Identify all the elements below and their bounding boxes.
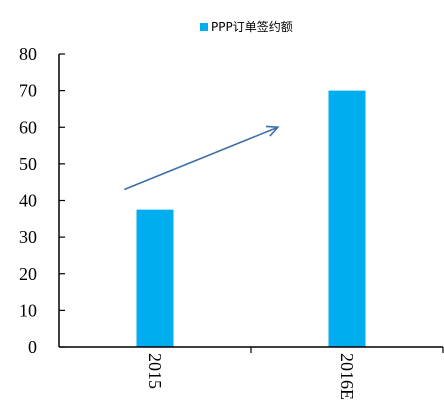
legend: PPP订单签约额 [200,19,293,34]
bars [136,90,366,347]
y-tick-label: 20 [19,264,37,284]
trend-arrow [123,125,280,191]
y-tick-label: 0 [28,337,37,357]
trend-arrow-head [265,125,280,137]
legend-swatch [200,23,208,31]
y-tick-label: 60 [19,117,37,137]
y-tick-label: 70 [19,81,37,101]
x-axis-labels: 2015 2016E [145,347,444,400]
y-tick-label: 80 [19,44,37,64]
trend-arrow-shaft [123,126,279,191]
y-tick-label: 50 [19,154,37,174]
x-category-label: 2015 [145,353,165,389]
y-axis-ticks: 0 10 20 30 40 50 60 70 80 [19,44,65,357]
y-tick-label: 40 [19,191,37,211]
y-tick-label: 30 [19,227,37,247]
y-tick-label: 10 [19,300,37,320]
bar-2015 [136,209,174,347]
x-category-label: 2016E [337,353,357,400]
axes [58,54,443,348]
bar-2016E [328,90,366,347]
legend-label: PPP订单签约额 [211,19,293,34]
